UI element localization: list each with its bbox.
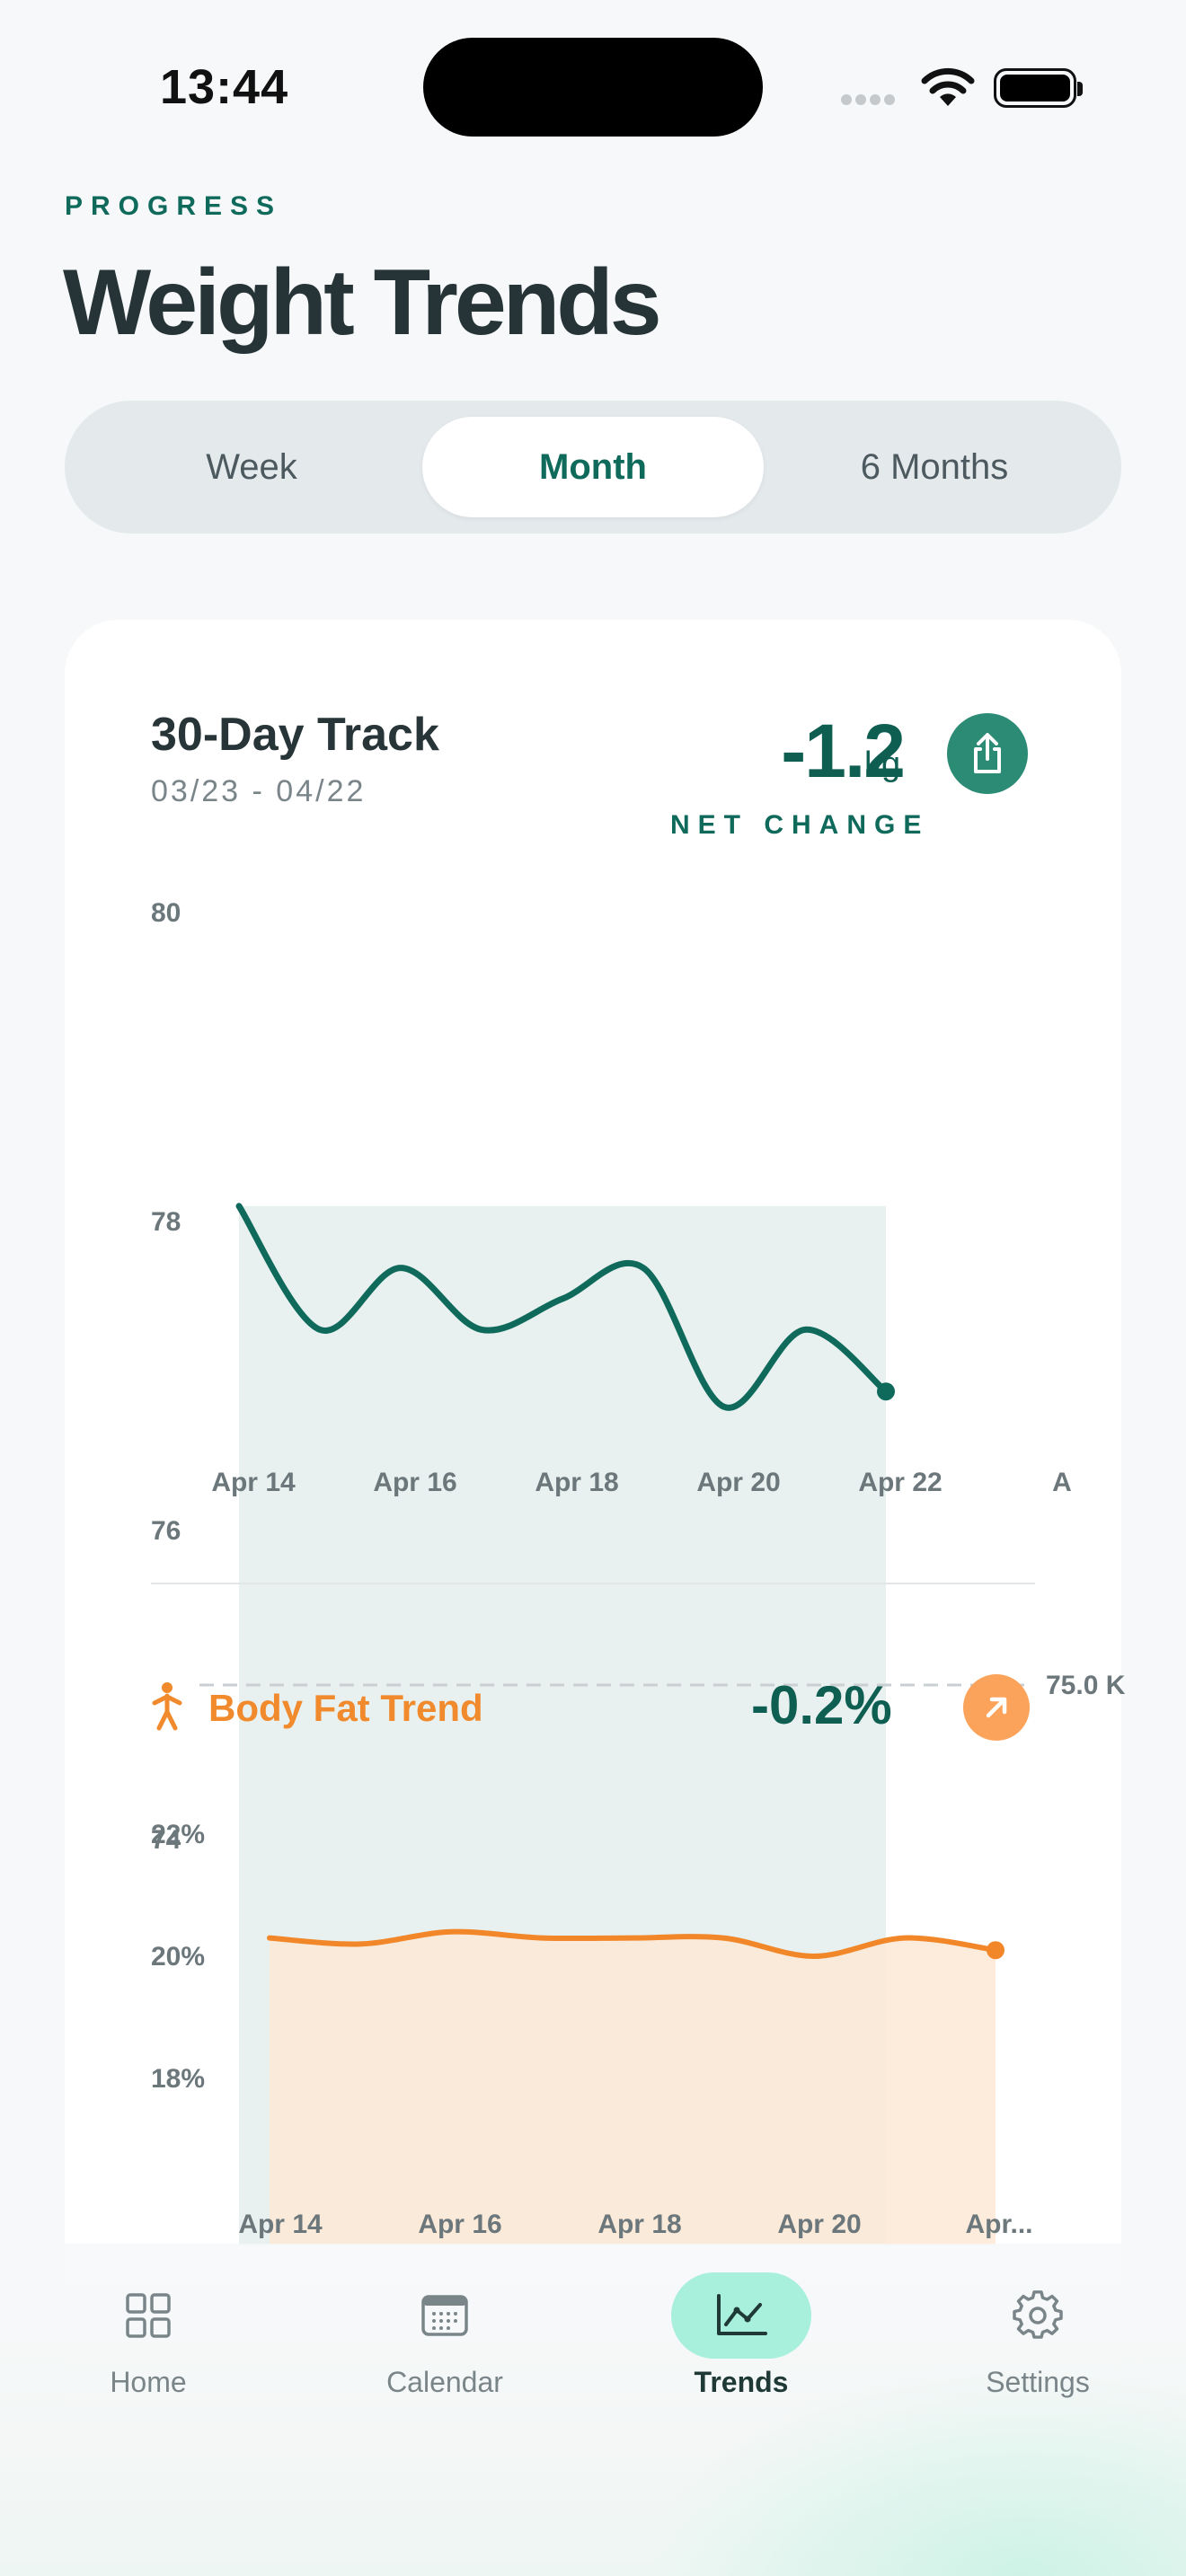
bodyfat-x-tick: Apr... [965, 2210, 1032, 2239]
weight-y-tick: 74 [151, 1825, 181, 1855]
status-time: 13:44 [160, 60, 289, 114]
weight-latest-point [877, 1382, 895, 1401]
dynamic-island [423, 38, 763, 137]
weight-x-tick: Apr 20 [696, 1468, 780, 1497]
card-date-range: 03/23 - 04/22 [151, 774, 367, 808]
bodyfat-detail-button[interactable] [963, 1674, 1030, 1741]
tab-bar [0, 2244, 1186, 2576]
person-icon [152, 1682, 182, 1731]
weight-x-tick: Apr 18 [535, 1468, 618, 1497]
bodyfat-x-tick: Apr 18 [597, 2210, 681, 2239]
cellular-signal-icon [841, 93, 902, 106]
net-change-unit: kg [864, 745, 901, 783]
calendar-icon [421, 2295, 468, 2336]
weight-x-tick: Apr 22 [858, 1468, 942, 1497]
bodyfat-change-value: -0.2% [751, 1675, 892, 1735]
share-icon [974, 733, 1001, 773]
bodyfat-y-tick: 22% [151, 1820, 205, 1849]
tab-home-label: Home [110, 2366, 187, 2398]
bodyfat-series-line [267, 1928, 998, 1959]
bodyfat-area-fill [270, 1931, 996, 2245]
grid-icon [126, 2293, 171, 2338]
battery-icon [994, 68, 1083, 108]
weight-x-tick: Apr 14 [211, 1468, 296, 1497]
weight-x-tick: Apr 16 [373, 1468, 456, 1497]
tab-trends-label: Trends [694, 2366, 789, 2398]
bodyfat-y-tick: 20% [151, 1942, 205, 1972]
segment-week[interactable]: Week [206, 446, 297, 487]
wifi-icon [921, 67, 975, 106]
chart-line-icon [717, 2294, 767, 2335]
weight-y-tick: 76 [151, 1516, 181, 1546]
page-title: Weight Trends [63, 251, 662, 355]
tab-home[interactable]: Home [49, 2272, 247, 2399]
weight-y-tick: 80 [151, 898, 181, 928]
segment-6-months[interactable]: 6 Months [860, 446, 1009, 487]
bodyfat-latest-point [987, 1941, 1005, 1960]
card-divider [151, 1583, 1035, 1584]
card-title: 30-Day Track [151, 709, 439, 761]
net-change-label: NET CHANGE [670, 810, 930, 840]
bodyfat-title: Body Fat Trend [208, 1687, 483, 1729]
bodyfat-x-tick: Apr 16 [418, 2210, 501, 2239]
tab-trends[interactable]: Trends [642, 2272, 840, 2399]
page-kicker: PROGRESS [65, 191, 283, 221]
bodyfat-y-tick: 18% [151, 2064, 205, 2094]
weight-y-tick: 78 [151, 1207, 181, 1237]
arrow-up-right-icon [986, 1697, 1007, 1718]
weight-series-line [235, 1203, 890, 1411]
gear-icon [1013, 2290, 1063, 2339]
tab-calendar-label: Calendar [386, 2366, 503, 2398]
bodyfat-x-tick: Apr 20 [777, 2210, 861, 2239]
period-segmented-control: Week Month 6 Months [65, 401, 1121, 534]
share-button[interactable] [947, 713, 1028, 794]
tab-settings-label: Settings [986, 2366, 1090, 2398]
tab-settings[interactable]: Settings [939, 2272, 1137, 2399]
net-change-value: -1.2 [781, 709, 906, 793]
tab-calendar[interactable]: Calendar [346, 2272, 544, 2399]
segment-month[interactable]: Month [422, 417, 764, 517]
bodyfat-x-tick: Apr 14 [238, 2210, 323, 2239]
weight-x-tick: A [1052, 1468, 1072, 1497]
weight-goal-label: 75.0 K [1046, 1671, 1126, 1700]
